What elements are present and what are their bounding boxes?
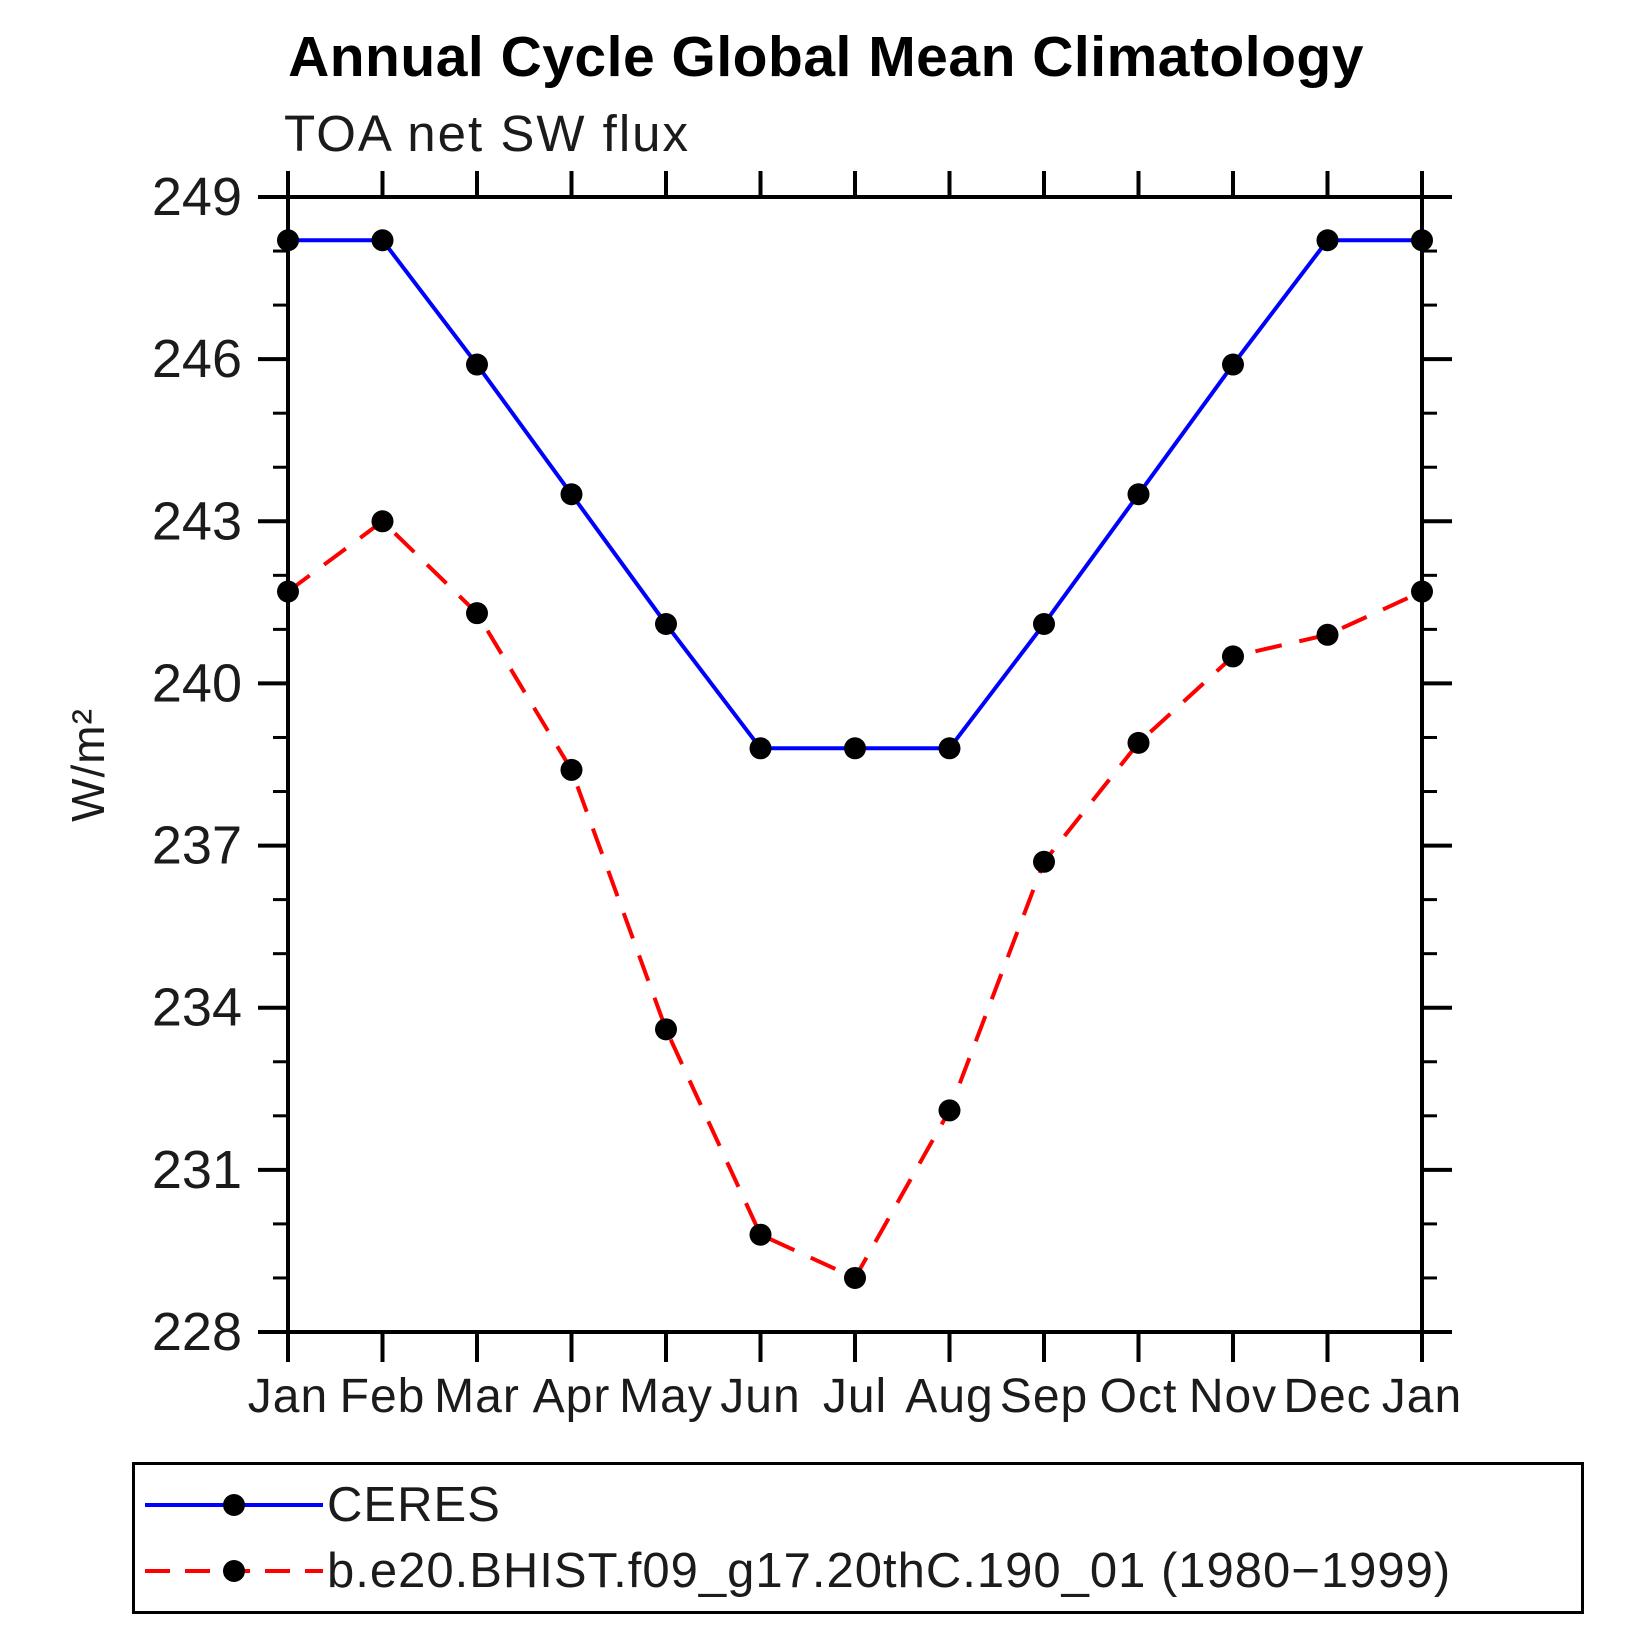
data-point <box>560 483 583 506</box>
x-tick-label: May <box>619 1370 713 1423</box>
y-tick-label: 243 <box>152 491 242 551</box>
x-tick-label: Jan <box>1382 1370 1462 1423</box>
data-point <box>1033 612 1055 635</box>
x-tick-label: Aug <box>905 1370 993 1423</box>
legend-box: CERES b.e20.BHIST.f09_g17.20thC.190_01 (… <box>132 1462 1584 1614</box>
chart-title: Annual Cycle Global Mean Climatology <box>288 25 1364 89</box>
data-point <box>277 580 299 603</box>
x-tick-label: Jan <box>248 1370 328 1423</box>
y-tick-label: 231 <box>152 1140 242 1200</box>
y-tick-label: 246 <box>152 329 242 389</box>
data-point <box>466 602 488 625</box>
x-tick-label: Mar <box>434 1370 520 1423</box>
data-point <box>1033 850 1055 873</box>
legend-label-1: b.e20.BHIST.f09_g17.20thC.190_01 (1980−1… <box>327 1544 1452 1598</box>
data-point <box>560 758 583 781</box>
data-point <box>1411 229 1433 252</box>
data-point <box>466 353 488 376</box>
y-tick-label: 228 <box>152 1302 242 1362</box>
x-tick-label: Apr <box>533 1370 611 1423</box>
data-point <box>1316 623 1339 646</box>
y-tick-label: 249 <box>152 167 242 227</box>
legend-entry-model: b.e20.BHIST.f09_g17.20thC.190_01 (1980−1… <box>141 1544 1452 1598</box>
data-point <box>844 737 866 760</box>
x-tick-label: Feb <box>340 1370 426 1423</box>
chart-subtitle: TOA net SW flux <box>284 105 691 162</box>
data-point <box>1411 580 1433 603</box>
data-point <box>749 737 772 760</box>
legend-entry-ceres: CERES <box>141 1478 501 1532</box>
data-point <box>1222 645 1244 668</box>
data-point <box>655 612 677 635</box>
data-point <box>277 229 299 252</box>
data-point <box>1127 731 1150 754</box>
x-tick-label: Sep <box>1000 1370 1088 1423</box>
x-tick-label: Oct <box>1100 1370 1178 1423</box>
data-point <box>844 1266 866 1289</box>
data-point <box>938 737 961 760</box>
series-line-0 <box>288 238 1422 751</box>
legend-label-0: CERES <box>327 1478 501 1532</box>
data-point <box>749 1223 772 1246</box>
data-point <box>1316 229 1339 252</box>
x-tick-label: Dec <box>1283 1370 1371 1423</box>
x-tick-label: Jul <box>823 1370 887 1423</box>
data-point <box>655 1018 677 1041</box>
series-line-1 <box>286 519 1423 1280</box>
y-tick-label: 234 <box>152 978 242 1038</box>
data-point <box>371 510 394 533</box>
plot-frame <box>286 195 1424 1334</box>
x-tick-label: Jun <box>720 1370 800 1423</box>
data-point <box>1127 483 1150 506</box>
y-tick-label: 237 <box>152 816 242 876</box>
data-point <box>371 229 394 252</box>
data-point <box>1222 353 1244 376</box>
legend-sample-line-0 <box>145 1494 323 1516</box>
data-point <box>938 1099 961 1122</box>
x-tick-label: Nov <box>1189 1370 1277 1423</box>
legend-sample-line-1 <box>145 1560 323 1582</box>
y-tick-label: 240 <box>152 653 242 713</box>
